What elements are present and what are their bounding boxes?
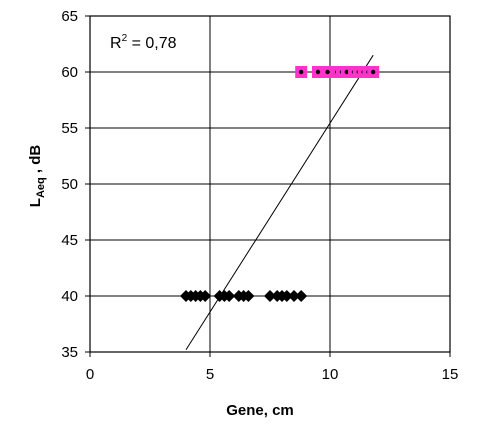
tick-labels: 35 40 45 50 55 60 65 0 5 10 15 (61, 8, 458, 383)
y-axis-title: LAeq , dB (27, 145, 47, 208)
x-tick-label: 15 (442, 366, 459, 383)
diamond-point (288, 290, 300, 302)
square-point-center (299, 69, 304, 75)
y-tick-label: 35 (61, 344, 78, 361)
diamond-point (199, 290, 212, 302)
y-tick-label: 40 (61, 288, 78, 305)
y-tick-label: 50 (61, 176, 78, 193)
y-tick-label: 65 (61, 8, 78, 25)
square-point-center (315, 69, 321, 75)
x-tick-label: 10 (322, 366, 339, 383)
square-point-center (344, 69, 349, 75)
x-axis-title: Gene, cm (226, 402, 294, 419)
diamond-point (280, 290, 293, 302)
diamond-point (264, 290, 276, 302)
y-tick-label: 60 (61, 64, 78, 81)
diamond-point (242, 290, 255, 302)
trendline-layer (185, 54, 374, 351)
x-tick-label: 5 (206, 366, 214, 383)
y-tick-label: 45 (61, 232, 78, 249)
square-point-center (371, 69, 376, 75)
x-tick-label: 0 (86, 366, 94, 383)
y-tick-label: 55 (61, 120, 78, 137)
diamond-point (223, 290, 236, 302)
r-squared-annotation: R2 = 0,78 (110, 33, 177, 52)
diamond-point (295, 290, 308, 302)
data-points (180, 66, 380, 302)
trendline (185, 54, 374, 351)
square-point-center (325, 69, 330, 75)
